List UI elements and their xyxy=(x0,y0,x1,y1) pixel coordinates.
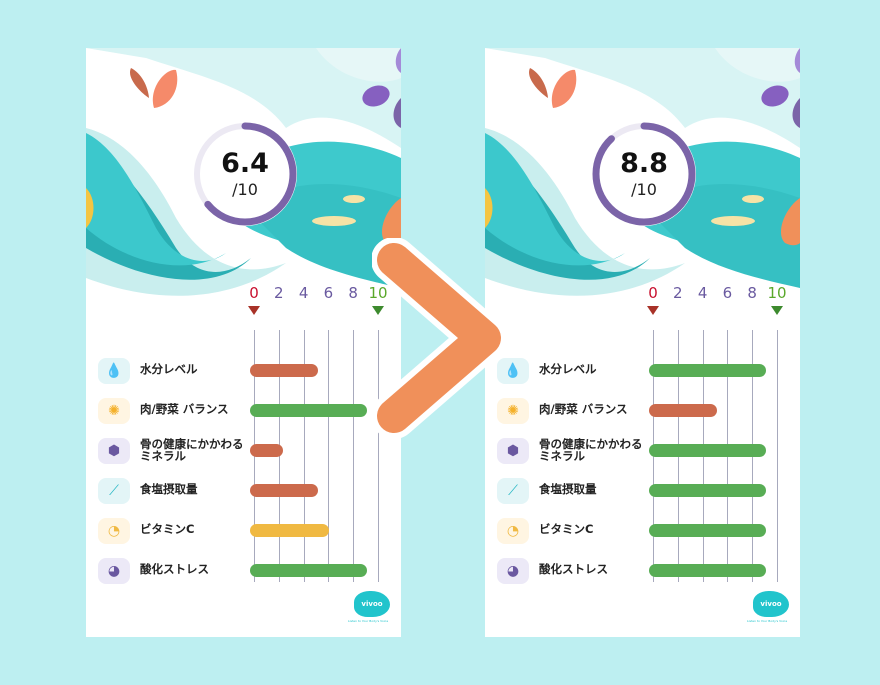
category-row: ◔ ビタミンC xyxy=(98,518,248,548)
after-card: 8.8 /10 0 2 4 6 8 10 💧 水分レベル ✺ 肉/野菜 バランス ⬢ 骨の… xyxy=(485,48,800,637)
category-row: ✺ 肉/野菜 バランス xyxy=(98,398,248,428)
water-drop-icon: 💧 xyxy=(497,358,529,384)
score-bar xyxy=(250,444,283,457)
score-denominator: /10 xyxy=(631,180,657,199)
decorative-background xyxy=(86,48,401,296)
max-marker-icon xyxy=(771,306,783,315)
vivoo-logo: vivoo xyxy=(753,591,789,617)
grid-line xyxy=(777,330,778,582)
score-bar xyxy=(649,524,767,537)
score-bar xyxy=(649,564,767,577)
category-label: 肉/野菜 バランス xyxy=(140,402,229,416)
axis-tick-label: 2 xyxy=(673,284,683,302)
lemon-slice-icon: ◔ xyxy=(497,518,529,544)
category-label: 食塩摂取量 xyxy=(539,482,597,496)
category-row: ⟋ 食塩摂取量 xyxy=(98,478,248,508)
axis-tick-label: 0 xyxy=(648,284,658,302)
axis-tick-label: 4 xyxy=(697,284,708,302)
category-label: ビタミンC xyxy=(140,522,195,536)
category-row: ⟋ 食塩摂取量 xyxy=(497,478,647,508)
score-bar xyxy=(250,564,368,577)
axis-tick-label: 10 xyxy=(368,284,388,302)
clock-stress-icon: ◕ xyxy=(98,558,130,584)
lemon-slice-icon: ◔ xyxy=(98,518,130,544)
category-row: 💧 水分レベル xyxy=(98,358,248,388)
min-marker-icon xyxy=(647,306,659,315)
salt-shaker-icon: ⟋ xyxy=(98,478,130,504)
category-row: ◕ 酸化ストレス xyxy=(98,558,248,588)
max-marker-icon xyxy=(372,306,384,315)
score-progress-ring xyxy=(193,122,297,226)
score-value: 6.4 xyxy=(221,148,269,179)
grid-line xyxy=(303,330,305,582)
category-label: 水分レベル xyxy=(140,362,198,376)
score-bar xyxy=(649,404,717,417)
water-drop-icon: 💧 xyxy=(98,358,130,384)
score-bar xyxy=(250,484,318,497)
mineral-molecule-icon: ⬢ xyxy=(497,438,529,464)
min-marker-icon xyxy=(248,306,260,315)
axis-tick-label: 10 xyxy=(767,284,787,302)
score-bar xyxy=(250,524,329,537)
axis-tick-label: 2 xyxy=(274,284,284,302)
axis-tick-label: 6 xyxy=(323,284,334,302)
salt-shaker-icon: ⟋ xyxy=(497,478,529,504)
category-label: 食塩摂取量 xyxy=(140,482,198,496)
category-row: ◕ 酸化ストレス xyxy=(497,558,647,588)
chevron-right-arrow-icon xyxy=(372,238,507,438)
category-row: ◔ ビタミンC xyxy=(497,518,647,548)
grid-line xyxy=(328,330,330,582)
axis-tick-label: 8 xyxy=(747,284,757,302)
score-bar xyxy=(649,364,767,377)
score-value: 8.8 xyxy=(620,148,668,179)
score-ring: 6.4 /10 xyxy=(193,122,297,226)
category-label: ビタミンC xyxy=(539,522,594,536)
category-row: ✺ 肉/野菜 バランス xyxy=(497,398,647,428)
score-bar xyxy=(649,444,767,457)
category-label: 骨の健康にかかわる ミネラル xyxy=(539,437,643,463)
orange-slice-icon: ✺ xyxy=(497,398,529,424)
category-row: ⬢ 骨の健康にかかわる ミネラル xyxy=(497,438,647,468)
score-denominator: /10 xyxy=(232,180,258,199)
category-label: 肉/野菜 バランス xyxy=(539,402,628,416)
mineral-molecule-icon: ⬢ xyxy=(98,438,130,464)
category-row: 💧 水分レベル xyxy=(497,358,647,388)
score-bar xyxy=(250,364,318,377)
score-bar xyxy=(649,484,767,497)
clock-stress-icon: ◕ xyxy=(497,558,529,584)
orange-slice-icon: ✺ xyxy=(98,398,130,424)
category-row: ⬢ 骨の健康にかかわる ミネラル xyxy=(98,438,248,468)
category-label: 骨の健康にかかわる ミネラル xyxy=(140,437,244,463)
grid-line xyxy=(378,330,379,582)
axis-tick-label: 4 xyxy=(298,284,309,302)
score-ring: 8.8 /10 xyxy=(592,122,696,226)
logo-tagline: Listen to Your Body's Voice xyxy=(348,619,389,623)
axis-tick-label: 0 xyxy=(249,284,259,302)
category-label: 水分レベル xyxy=(539,362,597,376)
axis-tick-label: 6 xyxy=(722,284,733,302)
category-label: 酸化ストレス xyxy=(140,562,209,576)
axis-tick-label: 8 xyxy=(348,284,358,302)
decorative-background xyxy=(485,48,800,296)
category-label: 酸化ストレス xyxy=(539,562,608,576)
score-progress-ring xyxy=(592,122,696,226)
grid-line xyxy=(353,330,355,582)
score-bar xyxy=(250,404,368,417)
vivoo-logo: vivoo xyxy=(354,591,390,617)
logo-tagline: Listen to Your Body's Voice xyxy=(747,619,788,623)
before-card: 6.4 /10 0 2 4 6 8 10 💧 水分レベル ✺ 肉/野菜 バランス ⬢ 骨の… xyxy=(86,48,401,637)
